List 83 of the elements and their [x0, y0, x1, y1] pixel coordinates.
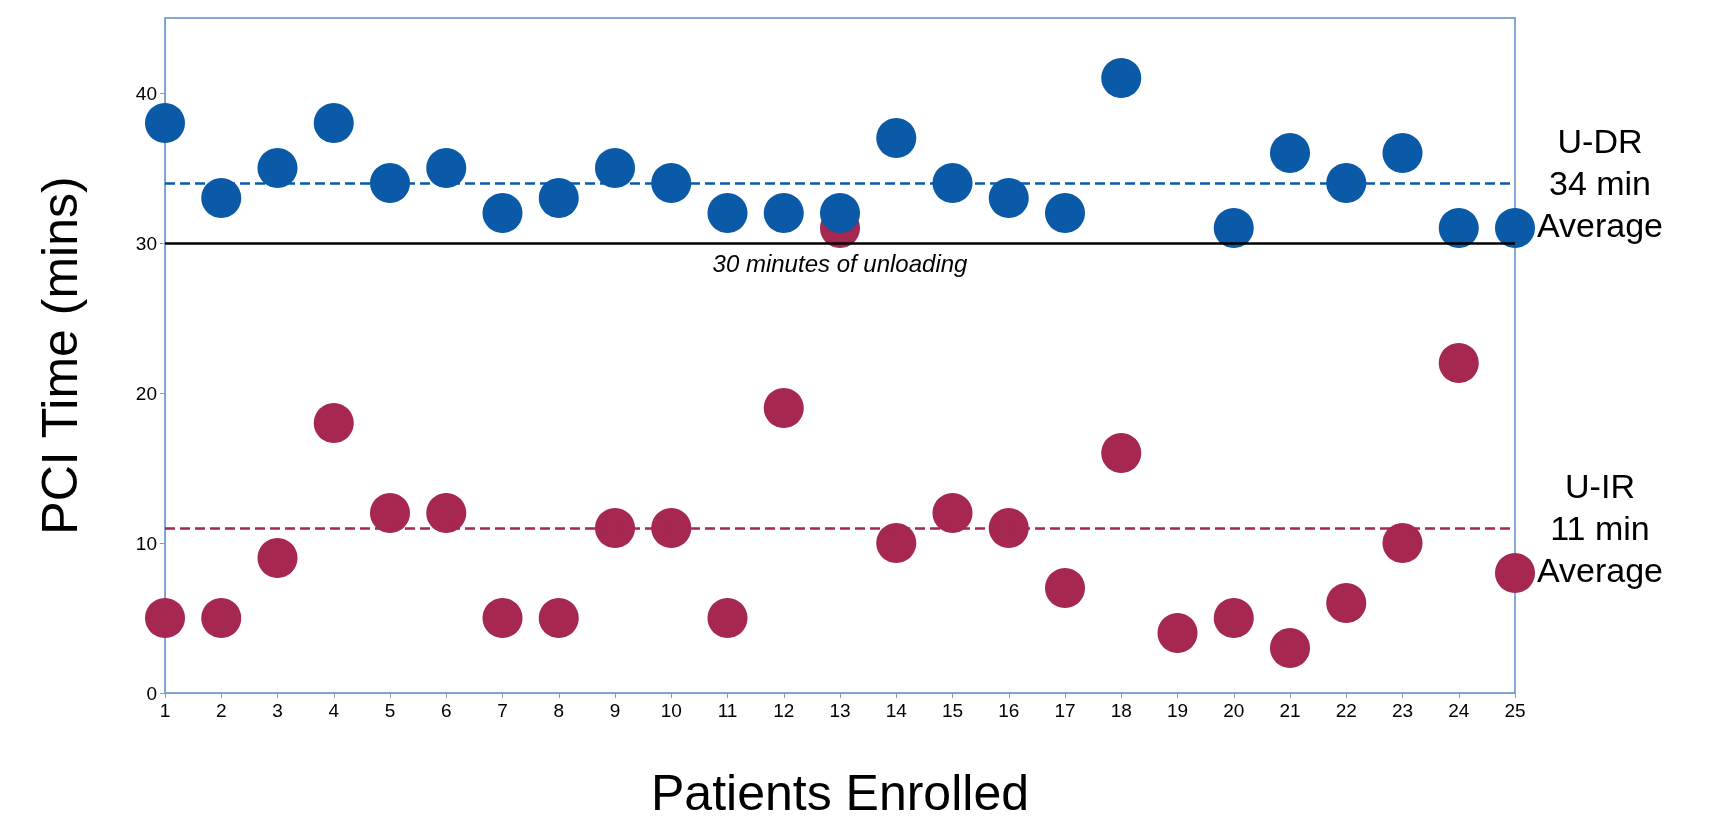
x-tick-label: 18 [1110, 700, 1132, 721]
point [763, 193, 804, 233]
point [145, 598, 185, 638]
x-tick-label: 13 [829, 700, 851, 721]
x-tick-label: 8 [553, 700, 565, 721]
point [595, 508, 635, 548]
point [820, 193, 860, 233]
y-tick-label: 20 [135, 382, 157, 404]
point [538, 178, 579, 218]
point [988, 508, 1029, 548]
x-tick-label: 11 [717, 700, 738, 721]
point [651, 163, 692, 203]
point [1495, 208, 1535, 248]
point [201, 178, 242, 218]
point [1382, 133, 1423, 173]
point [1157, 613, 1198, 653]
point [426, 493, 467, 533]
y-tick-label: 40 [135, 82, 157, 104]
point [201, 598, 242, 638]
point [651, 508, 692, 548]
ref-line-label: U-IR 11 min Average [1536, 467, 1664, 589]
x-tick-label: 21 [1279, 700, 1301, 721]
point [763, 388, 804, 428]
point [257, 148, 298, 188]
x-tick-label: 14 [885, 700, 908, 721]
point [482, 598, 523, 638]
x-tick-label: 17 [1054, 700, 1076, 721]
x-tick-label: 4 [328, 700, 340, 721]
point [313, 103, 354, 143]
point [1270, 628, 1310, 668]
x-tick-label: 23 [1391, 700, 1414, 721]
x-tick-label: 3 [272, 700, 283, 721]
point [1326, 583, 1367, 623]
ref-line-label: U-DR 34 min Average [1536, 122, 1664, 244]
point [707, 598, 748, 638]
point [932, 163, 973, 203]
point [707, 193, 748, 233]
point [595, 148, 635, 188]
point [1438, 343, 1479, 383]
point [1326, 163, 1367, 203]
x-tick-label: 20 [1223, 700, 1245, 721]
y-axis-title: PCI Time (mins) [32, 176, 88, 535]
y-tick-label: 10 [135, 532, 157, 554]
point [876, 118, 917, 158]
point [482, 193, 523, 233]
point [988, 178, 1029, 218]
x-tick-label: 16 [998, 700, 1020, 721]
point [370, 493, 410, 533]
point [1270, 133, 1310, 173]
x-tick-label: 10 [660, 700, 682, 721]
point [426, 148, 467, 188]
point [1045, 568, 1085, 608]
point [538, 598, 579, 638]
x-tick-label: 6 [440, 700, 452, 721]
point [1382, 523, 1423, 563]
x-tick-label: 25 [1504, 700, 1526, 721]
point [1495, 553, 1535, 593]
point [1101, 58, 1142, 98]
x-tick-label: 24 [1448, 700, 1470, 721]
x-tick-label: 22 [1335, 700, 1357, 721]
point [313, 403, 354, 443]
ref-line-label: 30 minutes of unloading [712, 249, 969, 277]
x-tick-label: 2 [215, 700, 227, 721]
point [1213, 208, 1254, 248]
point [876, 523, 917, 563]
y-tick-label: 0 [146, 682, 157, 704]
x-tick-label: 9 [609, 700, 621, 721]
point [257, 538, 298, 578]
x-tick-label: 1 [159, 700, 171, 721]
x-tick-label: 15 [941, 700, 964, 721]
point [1101, 433, 1142, 473]
point [1045, 193, 1085, 233]
x-tick-label: 7 [497, 700, 508, 721]
x-tick-label: 19 [1166, 700, 1189, 721]
point [145, 103, 185, 143]
point [1213, 598, 1254, 638]
point [932, 493, 973, 533]
x-tick-label: 5 [384, 700, 396, 721]
y-tick-label: 30 [135, 232, 157, 254]
x-tick-label: 12 [773, 700, 795, 721]
point [370, 163, 410, 203]
point [1438, 208, 1479, 248]
x-axis-title: Patients Enrolled [650, 765, 1030, 821]
